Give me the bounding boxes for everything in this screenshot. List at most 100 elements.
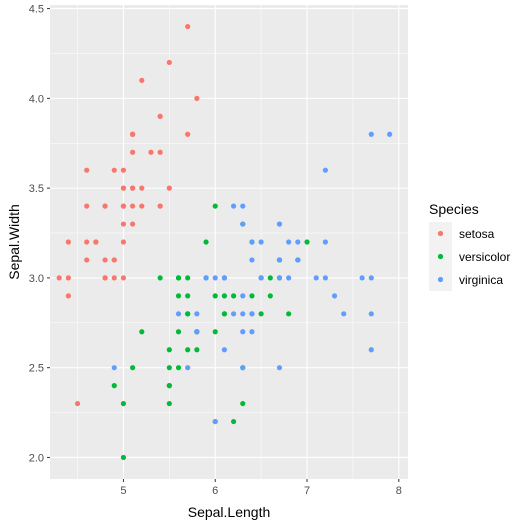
- point-setosa: [120, 203, 127, 209]
- point-setosa: [139, 203, 145, 209]
- point-virginica: [175, 311, 182, 317]
- point-versicolor: [267, 293, 273, 299]
- point-setosa: [102, 257, 108, 263]
- x-tick-label: 8: [396, 485, 402, 497]
- point-virginica: [194, 311, 200, 317]
- point-virginica: [230, 203, 237, 209]
- point-setosa: [65, 293, 71, 299]
- point-virginica: [322, 239, 328, 245]
- point-virginica: [249, 239, 255, 245]
- point-setosa: [130, 203, 136, 209]
- point-virginica: [221, 275, 228, 281]
- point-virginica: [295, 257, 301, 263]
- point-virginica: [276, 365, 283, 371]
- point-setosa: [120, 275, 127, 281]
- point-virginica: [240, 365, 246, 371]
- point-setosa: [93, 239, 99, 245]
- point-setosa: [111, 167, 117, 173]
- y-axis: 2.0 2.5 3.0 3.5 4.0 4.5: [29, 4, 50, 464]
- point-versicolor: [212, 329, 218, 335]
- point-setosa: [65, 239, 71, 245]
- point-setosa: [65, 275, 71, 281]
- point-virginica: [322, 167, 328, 173]
- point-setosa: [166, 185, 172, 191]
- point-setosa: [84, 257, 90, 263]
- point-setosa: [74, 400, 81, 407]
- point-virginica: [313, 275, 319, 281]
- point-virginica: [286, 239, 292, 245]
- point-virginica: [276, 275, 283, 281]
- point-virginica: [249, 257, 255, 263]
- point-setosa: [157, 203, 163, 209]
- point-versicolor: [194, 347, 200, 353]
- legend-title: Species: [429, 201, 479, 217]
- y-tick-label: 2.5: [29, 363, 44, 375]
- grid-lines: [50, 5, 408, 479]
- point-virginica: [221, 347, 228, 353]
- point-setosa: [185, 23, 191, 30]
- point-versicolor: [139, 329, 145, 335]
- point-versicolor: [212, 293, 218, 299]
- panel-background: [50, 5, 408, 479]
- point-virginica: [240, 293, 246, 299]
- point-virginica: [368, 275, 374, 281]
- point-setosa: [84, 239, 90, 245]
- point-versicolor: [166, 347, 172, 353]
- point-versicolor: [267, 275, 273, 281]
- point-setosa: [120, 167, 127, 173]
- point-virginica: [276, 257, 283, 263]
- x-axis: 5 6 7 8: [120, 479, 402, 497]
- point-virginica: [212, 418, 218, 425]
- point-virginica: [111, 365, 117, 371]
- point-versicolor: [175, 293, 182, 299]
- point-virginica: [295, 239, 301, 245]
- legend-label-setosa: setosa: [459, 227, 495, 241]
- point-virginica: [240, 221, 246, 227]
- y-tick-label: 4.0: [29, 93, 44, 105]
- point-setosa: [185, 131, 191, 137]
- point-virginica: [359, 275, 365, 281]
- point-virginica: [194, 329, 200, 335]
- point-virginica: [331, 293, 338, 299]
- point-setosa: [111, 275, 117, 281]
- point-versicolor: [230, 293, 237, 299]
- x-tick-label: 6: [212, 485, 218, 497]
- point-virginica: [185, 365, 191, 371]
- point-versicolor: [166, 400, 172, 407]
- legend-label-virginica: virginica: [459, 273, 503, 287]
- legend: Species setosa versicolor virginica: [429, 201, 510, 291]
- point-virginica: [276, 221, 283, 227]
- point-setosa: [130, 149, 136, 155]
- data-points: [56, 23, 393, 461]
- point-setosa: [120, 239, 127, 245]
- point-virginica: [249, 311, 255, 317]
- point-versicolor: [120, 400, 127, 407]
- point-versicolor: [175, 365, 182, 371]
- point-setosa: [130, 131, 136, 137]
- point-virginica: [368, 347, 374, 353]
- point-versicolor: [249, 293, 255, 299]
- point-versicolor: [258, 311, 264, 317]
- point-versicolor: [166, 365, 172, 371]
- point-setosa: [84, 167, 90, 173]
- point-versicolor: [185, 311, 191, 317]
- point-versicolor: [157, 275, 163, 281]
- point-versicolor: [130, 365, 136, 371]
- point-setosa: [194, 95, 200, 101]
- point-setosa: [84, 203, 90, 209]
- point-setosa: [102, 203, 108, 209]
- point-versicolor: [185, 347, 191, 353]
- point-versicolor: [286, 311, 292, 317]
- point-versicolor: [240, 400, 246, 407]
- point-virginica: [368, 131, 374, 137]
- point-setosa: [148, 149, 154, 155]
- x-axis-title: Sepal.Length: [188, 504, 271, 520]
- point-virginica: [240, 203, 246, 209]
- y-axis-title: Sepal.Width: [6, 204, 22, 279]
- point-setosa: [157, 149, 163, 155]
- point-setosa: [111, 257, 117, 263]
- legend-swatch-versicolor: [437, 253, 444, 260]
- point-versicolor: [175, 329, 182, 335]
- point-virginica: [341, 311, 347, 317]
